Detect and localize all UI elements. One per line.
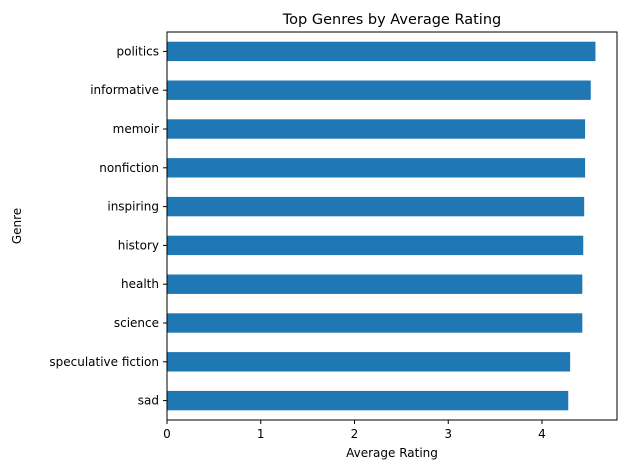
x-tick-label: 4: [538, 427, 546, 441]
bar-health: [167, 274, 583, 294]
y-tick-label: speculative fiction: [49, 355, 159, 369]
bar-history: [167, 235, 584, 256]
y-tick-label: health: [121, 277, 159, 291]
bar-informative: [167, 80, 591, 100]
y-tick-label: informative: [90, 83, 159, 97]
x-tick-label: 0: [163, 427, 171, 441]
x-tick-label: 2: [351, 427, 359, 441]
y-tick-label: history: [118, 238, 159, 252]
y-tick-label: memoir: [113, 122, 159, 136]
bar-inspiring: [167, 196, 585, 217]
bar-nonfiction: [167, 158, 586, 178]
y-tick-label: science: [114, 316, 159, 330]
y-tick-label: nonfiction: [99, 161, 159, 175]
chart-title: Top Genres by Average Rating: [282, 12, 501, 28]
bar-sad: [167, 390, 569, 411]
x-axis-label: Average Rating: [346, 446, 438, 460]
y-ticks-group: politics informative memoir nonfiction inspi…: [49, 44, 167, 408]
x-tick-label: 3: [444, 427, 452, 441]
y-axis-label: Genre: [10, 208, 24, 244]
y-tick-label: politics: [116, 44, 159, 58]
y-tick-label: sad: [138, 394, 159, 408]
x-tick-label: 1: [257, 427, 265, 441]
bar-politics: [167, 41, 596, 62]
bar-speculative-fiction: [167, 352, 571, 372]
plot-frame: [166, 31, 618, 421]
bar-science: [167, 313, 583, 333]
bar-memoir: [167, 119, 586, 139]
x-ticks-group: 0 1 2 3 4: [163, 420, 546, 441]
y-tick-label: inspiring: [107, 200, 159, 214]
bars-group: [167, 41, 596, 411]
